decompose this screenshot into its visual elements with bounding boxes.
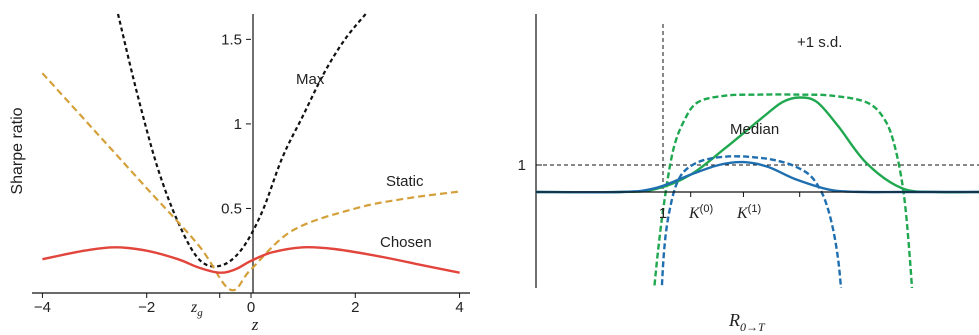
left-series-label-chosen: Chosen — [380, 234, 432, 251]
left-series-label-static: Static — [386, 173, 424, 190]
right-panel: 1 1 K(0) K(1) Median +1 s.d. R0→T — [518, 14, 979, 334]
r-sub: 0→T — [740, 320, 766, 334]
left-series-label-max: Max — [296, 71, 325, 88]
left-series-line-static — [41, 72, 460, 292]
right-series-line-median-solid — [536, 160, 979, 194]
zg-sub: g — [197, 307, 203, 319]
left-y-axis-title: Sharpe ratio — [9, 107, 26, 194]
k1-main: K — [736, 205, 749, 222]
right-y-ticks: 1 — [518, 157, 542, 174]
left-x-tick-label: −4 — [34, 299, 51, 316]
r-main: R — [728, 310, 740, 330]
left-series — [41, 13, 460, 292]
right-series-line-median-dashed — [660, 155, 843, 288]
right-tick-1: 1 — [659, 205, 667, 222]
right-y-tick-label: 1 — [518, 157, 526, 174]
left-panel: Sharpe ratio −4 −2 0 2 4 0.511.5 Max Static … — [9, 13, 470, 334]
right-series — [536, 93, 979, 288]
k0-main: K — [688, 205, 701, 222]
left-x-tick-label: 2 — [351, 299, 359, 316]
left-series-line-max — [116, 13, 367, 268]
left-y-tick-label: 1 — [234, 116, 242, 133]
right-series-line-1-s-d-solid — [536, 96, 979, 194]
right-tick-k1: K(1) — [736, 203, 761, 222]
left-y-tick-label: 1.5 — [221, 31, 242, 48]
left-y-ticks: 0.5 1 1.5 — [221, 31, 251, 217]
left-x-tick-label: 4 — [455, 299, 463, 316]
right-x-axis-title: R0→T — [728, 310, 766, 334]
right-annot-median: Median — [730, 121, 779, 138]
left-x-ticks: −4 −2 0 2 4 — [34, 293, 464, 316]
right-tick-k0: K(0) — [688, 203, 713, 222]
left-y-tick-label: 0.5 — [221, 200, 242, 217]
left-series-line-chosen — [42, 245, 460, 274]
k0-sup: (0) — [700, 203, 713, 215]
left-x-tick-label: −2 — [138, 299, 155, 316]
left-x-tick-label: 0 — [247, 299, 255, 316]
left-zg-label: zg — [190, 299, 203, 319]
right-annot-sd: +1 s.d. — [797, 34, 842, 51]
k1-sup: (1) — [748, 203, 761, 215]
zg-main: z — [190, 299, 198, 316]
left-x-axis-title: z — [251, 315, 259, 334]
